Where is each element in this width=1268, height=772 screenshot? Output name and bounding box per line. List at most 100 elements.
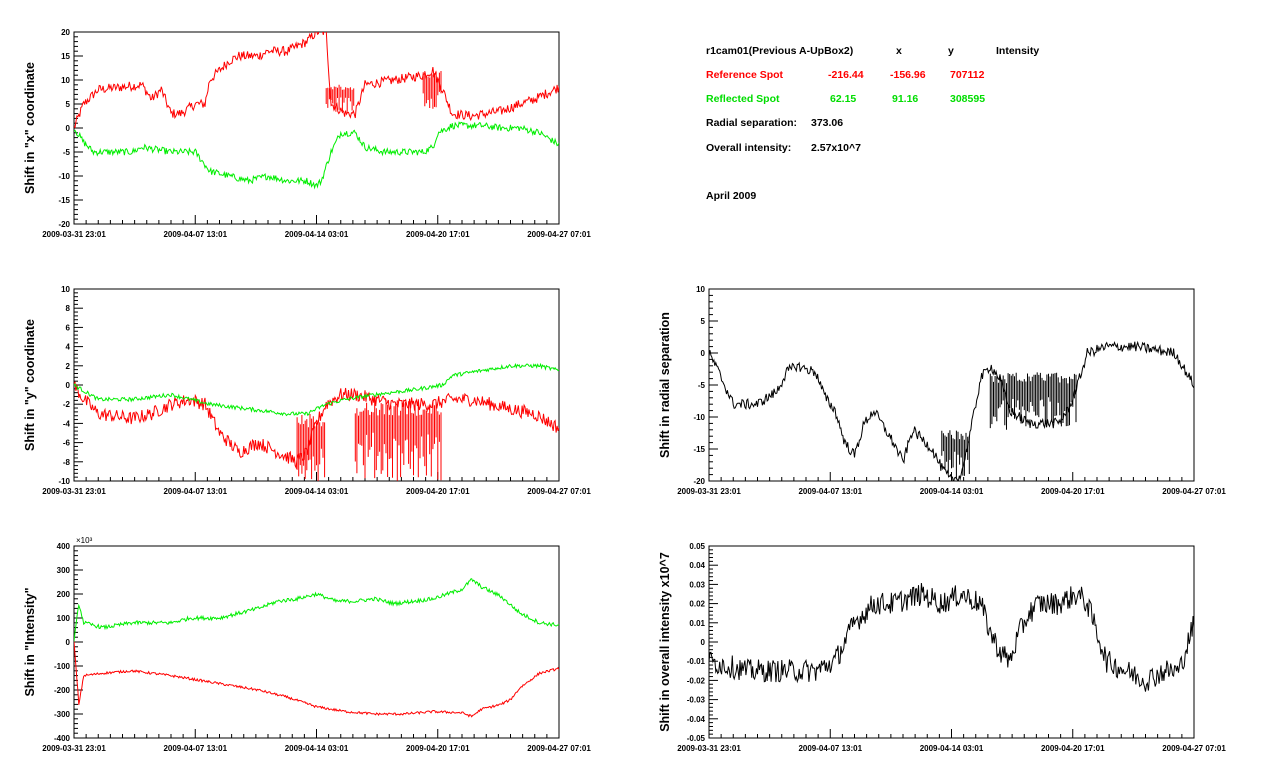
reflected-label: Reflected Spot: [706, 93, 780, 105]
radial-value: 373.06: [811, 117, 844, 129]
y-tick-label: -2: [63, 400, 71, 409]
x-tick-label: 2009-04-07 13:01: [163, 230, 227, 239]
header-intensity: Intensity: [996, 45, 1040, 57]
y-tick-label: 5: [701, 317, 706, 326]
data-layer: [74, 578, 559, 718]
y-tick-label: 0.01: [689, 619, 705, 628]
x-tick-label: 2009-04-07 13:01: [163, 487, 227, 496]
y-tick-label: 4: [66, 343, 71, 352]
y-tick-label: -0.03: [687, 696, 706, 705]
y-tick-label: -15: [58, 196, 70, 205]
y-tick-label: -5: [698, 381, 706, 390]
y-tick-label: 0.05: [689, 542, 705, 551]
x-tick-label: 2009-04-20 17:01: [406, 487, 470, 496]
y-tick-label: -300: [54, 710, 71, 719]
x-tick-label: 2009-03-31 23:01: [42, 487, 106, 496]
plot-frame: [73, 545, 560, 739]
reference-y: -156.96: [890, 69, 926, 81]
y-tick-label: 10: [61, 285, 70, 294]
reflected-intensity: 308595: [950, 93, 986, 105]
y-tick-label: -400: [54, 734, 71, 743]
x-tick-label: 2009-04-27 07:01: [527, 744, 591, 753]
x-tick-label: 2009-04-14 03:01: [920, 487, 984, 496]
y-tick-label: 10: [61, 76, 70, 85]
x-tick-label: 2009-04-14 03:01: [285, 230, 349, 239]
series-line-reference: [74, 32, 559, 129]
y-tick-label: -0.05: [687, 734, 706, 743]
x-tick-label: 2009-04-07 13:01: [798, 487, 862, 496]
x-tick-label: 2009-04-14 03:01: [920, 744, 984, 753]
y-axis-label: Shift in "x" coordinate: [23, 62, 37, 194]
series-line-single: [709, 582, 1194, 692]
x-tick-label: 2009-04-07 13:01: [163, 744, 227, 753]
x-tick-label: 2009-03-31 23:01: [42, 230, 106, 239]
plot-frame: [708, 545, 1195, 739]
chart-5: 0.05 0.04 0.03 0.02 0.01 0 -0.01 -0.02 -0.03 -0.0…: [658, 542, 1226, 753]
x-tick-label: 2009-04-20 17:01: [406, 744, 470, 753]
x-tick-label: 2009-03-31 23:01: [677, 487, 741, 496]
y-tick-label: 20: [61, 28, 70, 37]
series-line-reflected: [74, 121, 559, 190]
x-tick-label: 2009-04-14 03:01: [285, 487, 349, 496]
x-tick-label: 2009-04-27 07:01: [1162, 744, 1226, 753]
header-x: x: [896, 45, 902, 57]
period-label: April 2009: [706, 190, 757, 202]
y-tick-label: 0: [701, 638, 706, 647]
y-tick-label: 0.04: [689, 561, 705, 570]
x-tick-label: 2009-04-27 07:01: [1162, 487, 1226, 496]
series-line-single: [709, 340, 1194, 481]
reference-label: Reference Spot: [706, 69, 784, 81]
y-tick-label: 200: [57, 590, 71, 599]
x-tick-label: 2009-04-27 07:01: [527, 230, 591, 239]
series-spikes-single: [989, 372, 1077, 430]
series-spikes-reference: [354, 399, 442, 481]
y-tick-label: 0: [701, 349, 706, 358]
y-tick-label: -5: [63, 148, 71, 157]
y-tick-label: 300: [57, 566, 71, 575]
y-tick-label: -20: [58, 220, 70, 229]
overall-value: 2.57x10^7: [811, 142, 861, 154]
y-tick-label: 0: [66, 124, 71, 133]
series-line-reflected: [74, 578, 559, 642]
y-tick-label: 5: [66, 100, 71, 109]
y-tick-label: -15: [693, 445, 705, 454]
y-tick-label: 0.03: [689, 580, 705, 589]
series-spikes-single: [941, 430, 970, 480]
reflected-y: 91.16: [892, 93, 919, 105]
x-tick-label: 2009-04-20 17:01: [1041, 487, 1105, 496]
y-tick-label: -200: [54, 686, 71, 695]
y-tick-label: 0: [66, 381, 71, 390]
y-tick-label: 100: [57, 614, 71, 623]
x-tick-label: 2009-04-27 07:01: [527, 487, 591, 496]
y-axis-label: Shift in "y" coordinate: [23, 319, 37, 451]
y-tick-label: 15: [61, 52, 70, 61]
y-tick-label: 8: [66, 304, 71, 313]
y-tick-label: -10: [58, 477, 70, 486]
y-axis-label: Shift in "Intensity": [23, 587, 37, 696]
plot-frame: [73, 31, 560, 225]
y-tick-label: -10: [58, 172, 70, 181]
y-tick-label: -10: [693, 413, 705, 422]
y-tick-label: -0.01: [687, 657, 706, 666]
reference-x: -216.44: [828, 69, 864, 81]
data-layer: [709, 582, 1194, 692]
y-tick-label: -0.04: [687, 715, 706, 724]
y-tick-label: 400: [57, 542, 71, 551]
data-layer: [74, 32, 559, 190]
y-tick-label: 10: [696, 285, 705, 294]
y-tick-label: 2: [66, 362, 71, 371]
series-line-reference: [74, 381, 559, 470]
series-spikes-reference: [422, 71, 442, 109]
y-tick-label: -20: [693, 477, 705, 486]
y-axis-label: Shift in radial separation: [658, 312, 672, 458]
y-tick-label: -100: [54, 662, 71, 671]
series-spikes-reference: [296, 414, 326, 481]
overall-label: Overall intensity:: [706, 142, 792, 154]
y-axis-multiplier: ×10³: [76, 536, 93, 545]
x-tick-label: 2009-03-31 23:01: [677, 744, 741, 753]
header-y: y: [948, 45, 954, 57]
